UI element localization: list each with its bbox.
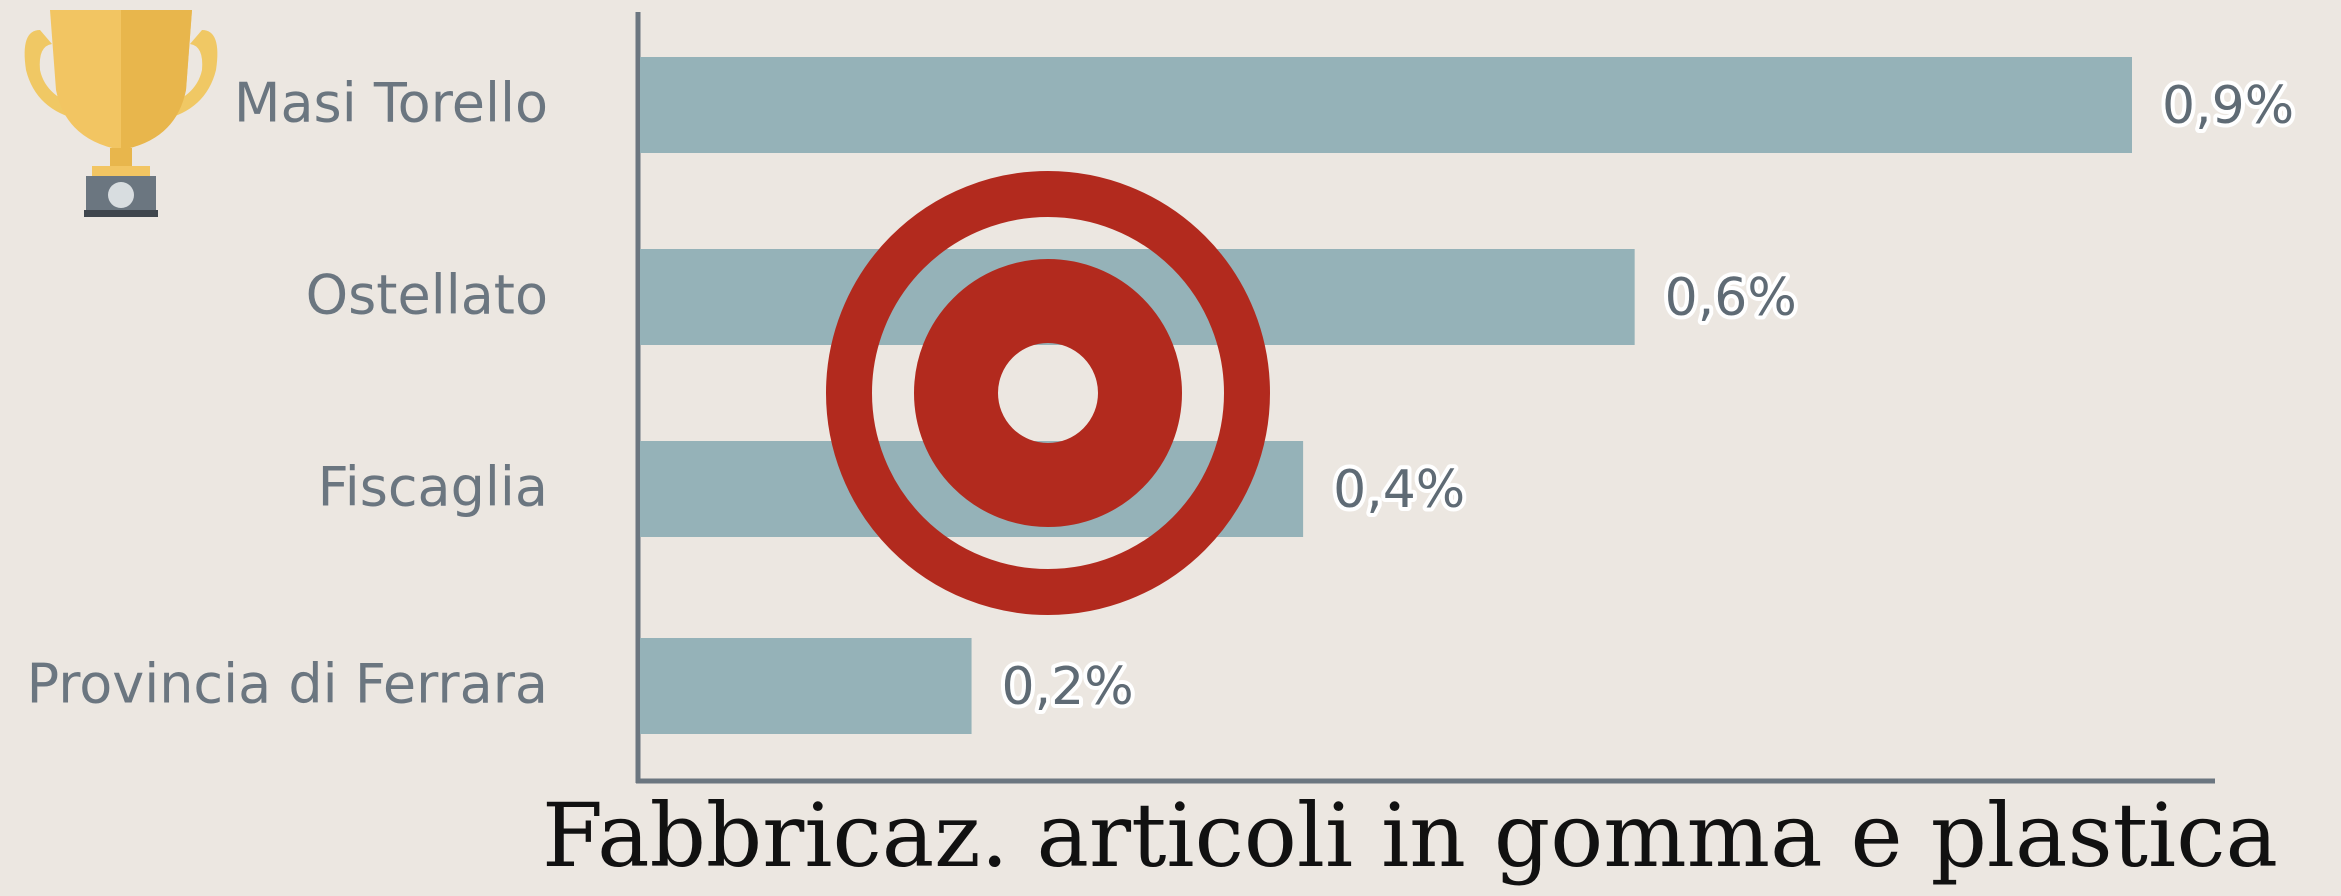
trophy	[24, 10, 218, 217]
value-label: 0,9%	[2162, 76, 2294, 136]
target-ring	[826, 171, 1270, 615]
category-label: Ostellato	[306, 264, 548, 327]
value-label: 0,6%	[1665, 268, 1797, 328]
bar	[640, 57, 2132, 153]
category-label: Fiscaglia	[318, 456, 548, 519]
target-icon	[826, 171, 1270, 615]
target-ring	[914, 259, 1182, 527]
category-label: Provincia di Ferrara	[27, 653, 548, 716]
category-label: Masi Torello	[234, 72, 548, 135]
value-label: 0,4%	[1333, 460, 1465, 520]
value-label: 0,2%	[1002, 657, 1134, 717]
chart-title: Fabbricaz. articoli in gomma e plastica	[542, 784, 2278, 887]
bar	[640, 638, 972, 734]
